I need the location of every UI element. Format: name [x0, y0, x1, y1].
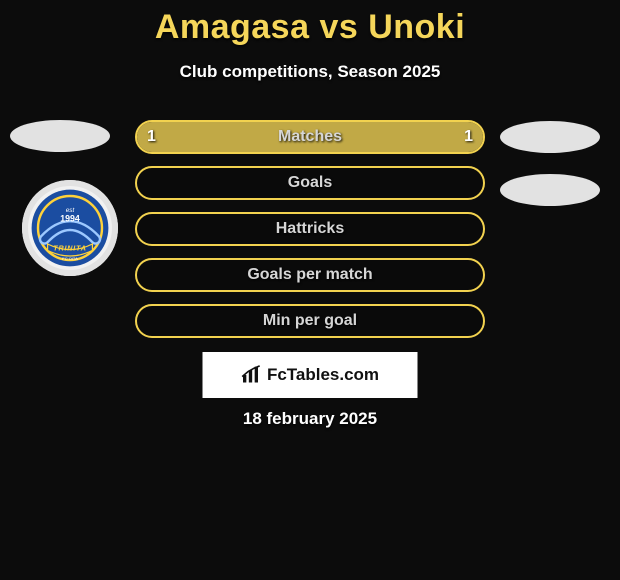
stat-row-min_per_goal: Min per goal — [135, 304, 485, 338]
date-label: 18 february 2025 — [0, 409, 620, 429]
page-subtitle: Club competitions, Season 2025 — [0, 62, 620, 82]
stat-value-left: 1 — [137, 122, 166, 152]
stat-row-hattricks: Hattricks — [135, 212, 485, 246]
right-oval-2 — [500, 174, 600, 206]
bar-chart-icon — [241, 365, 261, 385]
oita-trinita-icon: est 1994 TRINITA FC OITA — [30, 188, 110, 268]
attribution-box: FcTables.com — [203, 352, 418, 398]
stat-label: Hattricks — [137, 214, 483, 244]
logo-city-text: FC OITA — [62, 256, 78, 261]
comparison-card: Amagasa vs Unoki Club competitions, Seas… — [0, 0, 620, 580]
stat-row-goals: Goals — [135, 166, 485, 200]
stat-row-matches: Matches1 1 — [135, 120, 485, 154]
stat-label: Matches — [137, 122, 483, 152]
stat-label: Goals per match — [137, 260, 483, 290]
left-oval-1 — [10, 120, 110, 152]
page-title: Amagasa vs Unoki — [0, 8, 620, 47]
stat-label: Min per goal — [137, 306, 483, 336]
team-logo-left: est 1994 TRINITA FC OITA — [22, 180, 118, 276]
logo-club-text: TRINITA — [53, 243, 86, 252]
attribution-text: FcTables.com — [267, 365, 379, 385]
stat-label: Goals — [137, 168, 483, 198]
stat-row-goals_per_match: Goals per match — [135, 258, 485, 292]
right-oval-1 — [500, 121, 600, 153]
stat-value-right: 1 — [454, 122, 483, 152]
logo-year-text: 1994 — [60, 214, 80, 224]
